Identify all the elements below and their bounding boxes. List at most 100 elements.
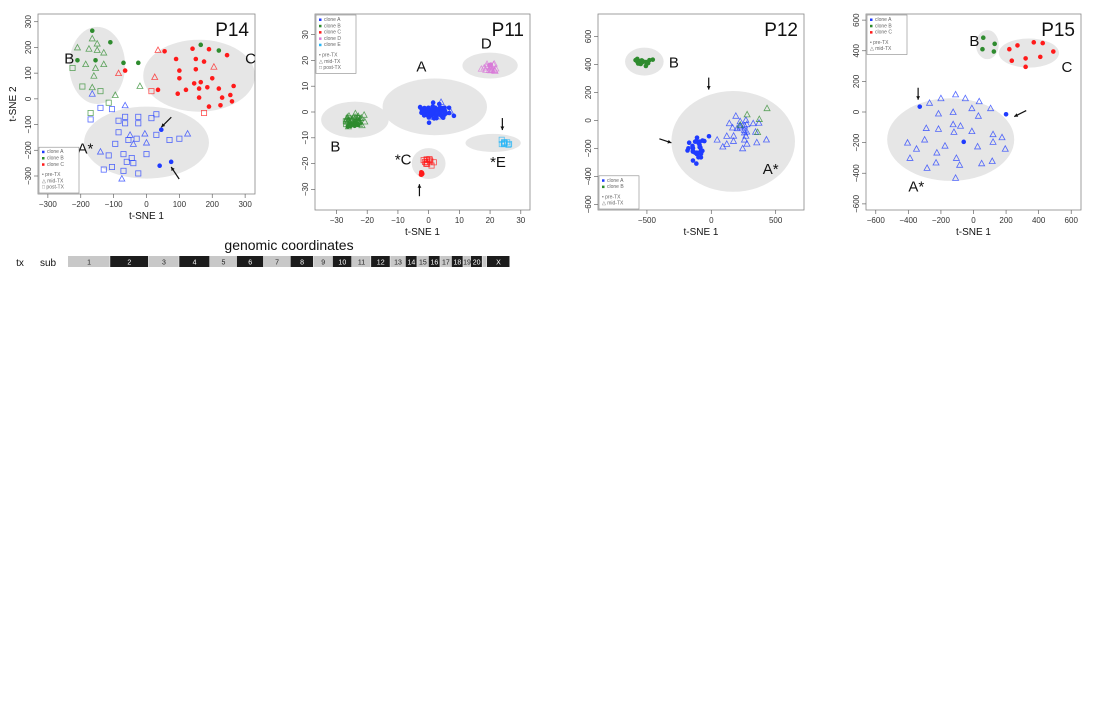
data-point-pre-C: [196, 86, 202, 91]
chromosome-block: [351, 256, 371, 267]
legend-label: • pre-TX: [602, 194, 621, 200]
cluster-hull-A: [671, 90, 795, 192]
data-point-mid-B: [90, 71, 98, 79]
cluster-label-C: *C: [395, 151, 412, 168]
data-point-mid-A: [1001, 144, 1009, 152]
data-point-pre-B: [635, 61, 641, 66]
data-point-mid-A: [88, 89, 96, 97]
data-point-post-C: [201, 110, 208, 117]
data-point-pre-C: [229, 99, 235, 104]
data-point-mid-A: [989, 138, 997, 145]
legend-swatch: [602, 179, 605, 182]
data-point-pre-A: [917, 104, 923, 109]
data-point-pre-B: [639, 58, 645, 63]
heatmap-title: genomic coordinates: [224, 237, 353, 253]
y-tick-label: −600: [584, 195, 593, 214]
data-point-mid-A: [998, 133, 1006, 141]
data-point-pre-B: [121, 60, 126, 66]
data-point-mid-D: [477, 64, 485, 72]
data-point-pre-B: [93, 57, 98, 63]
data-point-pre-B: [992, 41, 997, 47]
sub-header: sub: [40, 258, 57, 269]
y-tick-label: −10: [301, 130, 310, 144]
y-tick-label: −200: [852, 133, 861, 152]
plot-title: P15: [1041, 20, 1075, 41]
cluster-label-D: D: [481, 35, 492, 52]
legend-label: clone C: [324, 30, 341, 36]
legend-label: • pre-TX: [870, 40, 889, 46]
data-point-pre-C: [193, 56, 199, 62]
data-point-post-E: [500, 141, 507, 148]
data-point-mid-A: [753, 138, 761, 146]
x-tick-label: 300: [238, 200, 252, 209]
legend-label: • pre-TX: [319, 53, 338, 59]
cluster-label-C: C: [245, 51, 256, 68]
data-point-pre-C: [216, 86, 222, 91]
data-point-mid-B: [73, 43, 82, 51]
tsne-plot-p14: B C A* P14 −300 −200 −100 0 100 200 300 −300 −200 −10…: [8, 13, 256, 222]
data-point-mid-A: [121, 101, 129, 109]
y-tick-label: 300: [24, 14, 33, 28]
legend-label: clone B: [607, 184, 624, 190]
chromosome-block: [390, 256, 406, 267]
arrow-head: [706, 86, 711, 90]
data-point-mid-A: [922, 124, 930, 131]
legend-swatch: [870, 31, 873, 34]
y-tick-label: 20: [301, 55, 310, 64]
legend-swatch: [870, 24, 873, 28]
data-point-mid-D: [490, 66, 499, 74]
y-tick-label: −400: [852, 164, 861, 183]
cluster-label-A: A*: [77, 141, 93, 158]
legend-swatch: [319, 43, 322, 47]
data-point-pre-C: [206, 46, 212, 52]
data-point-mid-A: [729, 131, 738, 139]
data-point-mid-A: [968, 104, 976, 112]
data-point-pre-A: [426, 120, 432, 126]
cluster-label-A: A*: [763, 161, 779, 178]
x-tick-label: 0: [709, 216, 714, 225]
data-point-mid-A: [955, 160, 964, 168]
data-point-mid-D: [480, 63, 488, 71]
chromosome-label: 7: [275, 260, 279, 267]
data-point-mid-A: [749, 119, 757, 127]
data-point-mid-A: [183, 129, 192, 137]
data-point-pre-B: [643, 63, 649, 69]
data-point-pre-B: [991, 49, 997, 54]
data-point-mid-A: [129, 140, 138, 147]
data-point-pre-C: [155, 87, 161, 93]
legend-label: clone E: [324, 42, 341, 48]
data-point-post-A: [153, 111, 160, 118]
data-point-post-A: [135, 113, 142, 120]
chromosome-label: 16: [431, 260, 439, 267]
x-tick-label: −20: [360, 216, 374, 225]
data-point-pre-A: [697, 139, 702, 144]
data-point-pre-A: [690, 143, 695, 149]
data-point-mid-A: [740, 121, 749, 129]
y-tick-label: −400: [584, 167, 593, 186]
x-tick-label: 500: [769, 216, 783, 225]
legend-label: △ mid-TX: [870, 46, 892, 52]
data-point-pre-A: [694, 135, 700, 140]
data-point-mid-A: [906, 154, 914, 161]
x-tick-label: −400: [899, 216, 918, 225]
data-point-pre-C: [1007, 46, 1012, 52]
data-point-pre-C: [1037, 54, 1043, 60]
data-point-pre-A: [436, 101, 442, 107]
cluster-hull-C: [998, 38, 1060, 68]
data-point-mid-A: [743, 139, 751, 147]
legend-box: [38, 146, 80, 194]
data-point-mid-A: [141, 129, 149, 137]
y-tick-label: 100: [24, 66, 33, 80]
data-point-post-A: [112, 140, 119, 147]
chromosome-block: [263, 256, 291, 267]
chromosome-label: 17: [442, 260, 450, 267]
data-point-mid-A: [725, 119, 734, 127]
data-point-mid-B: [111, 91, 119, 98]
legend-label: clone B: [324, 23, 341, 29]
data-point-post-C: [424, 156, 431, 163]
data-point-pre-C: [1009, 58, 1015, 64]
data-point-pre-C: [205, 84, 210, 90]
data-point-mid-A: [925, 98, 934, 106]
data-point-post-A: [125, 136, 132, 143]
